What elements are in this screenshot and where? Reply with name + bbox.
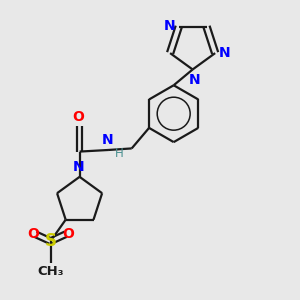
Text: O: O <box>27 226 39 241</box>
Text: N: N <box>163 19 175 33</box>
Text: N: N <box>188 73 200 87</box>
Text: H: H <box>115 147 124 160</box>
Text: N: N <box>73 160 84 174</box>
Text: S: S <box>44 232 56 250</box>
Text: O: O <box>73 110 85 124</box>
Text: N: N <box>102 133 114 147</box>
Text: O: O <box>62 226 74 241</box>
Text: CH₃: CH₃ <box>37 265 64 278</box>
Text: N: N <box>219 46 231 60</box>
